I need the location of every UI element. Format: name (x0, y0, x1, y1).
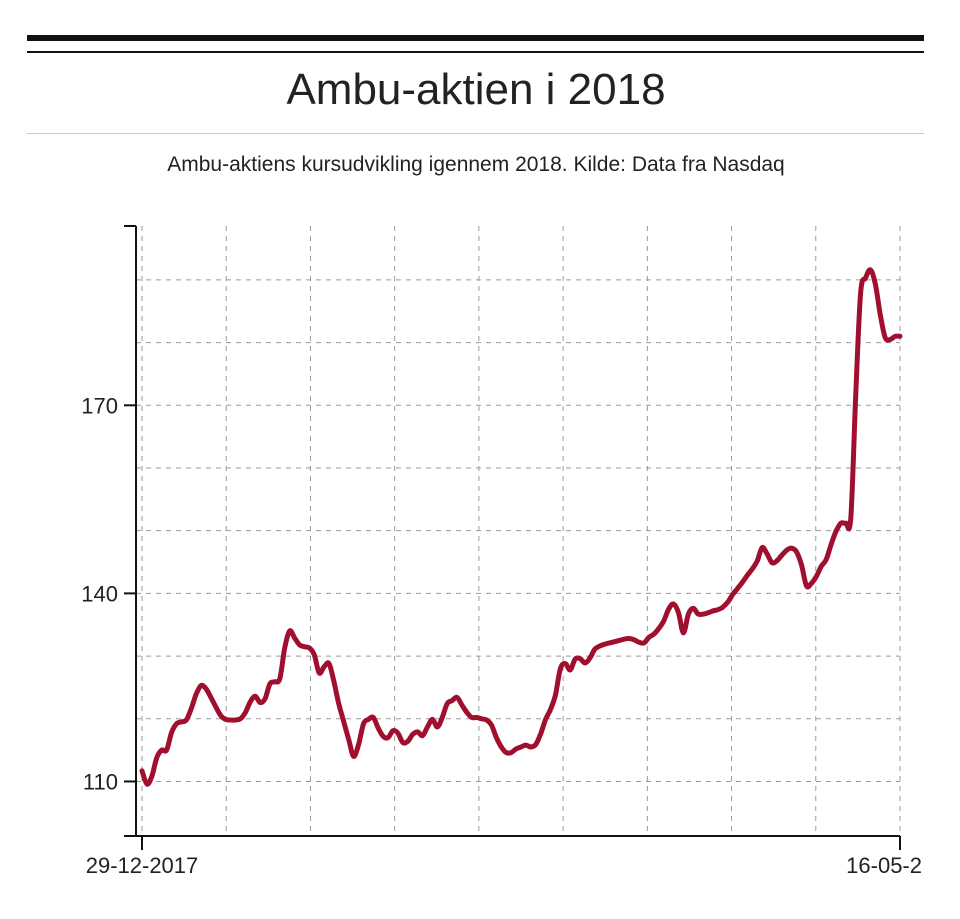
x-tick-label: 29-12-2017 (86, 853, 199, 878)
y-tick-label: 110 (83, 769, 118, 794)
y-tick-label: 170 (81, 393, 118, 418)
y-axis-ticks: 110 140 170 (81, 393, 136, 794)
x-tick-label: 16-05-2 (846, 853, 922, 878)
title-divider (27, 133, 924, 134)
header-rule-thick (27, 35, 924, 41)
series-line (139, 267, 903, 787)
chart-title: Ambu-aktien i 2018 (286, 65, 666, 114)
y-tick-label: 140 (81, 581, 118, 606)
grid-lines (136, 226, 901, 836)
chart-subtitle: Ambu-aktiens kursudvikling igennem 2018.… (167, 153, 785, 176)
x-axis-ticks: 29-12-2017 16-05-2 (86, 836, 922, 878)
header-rule-thin (27, 51, 924, 53)
axes (124, 225, 900, 837)
